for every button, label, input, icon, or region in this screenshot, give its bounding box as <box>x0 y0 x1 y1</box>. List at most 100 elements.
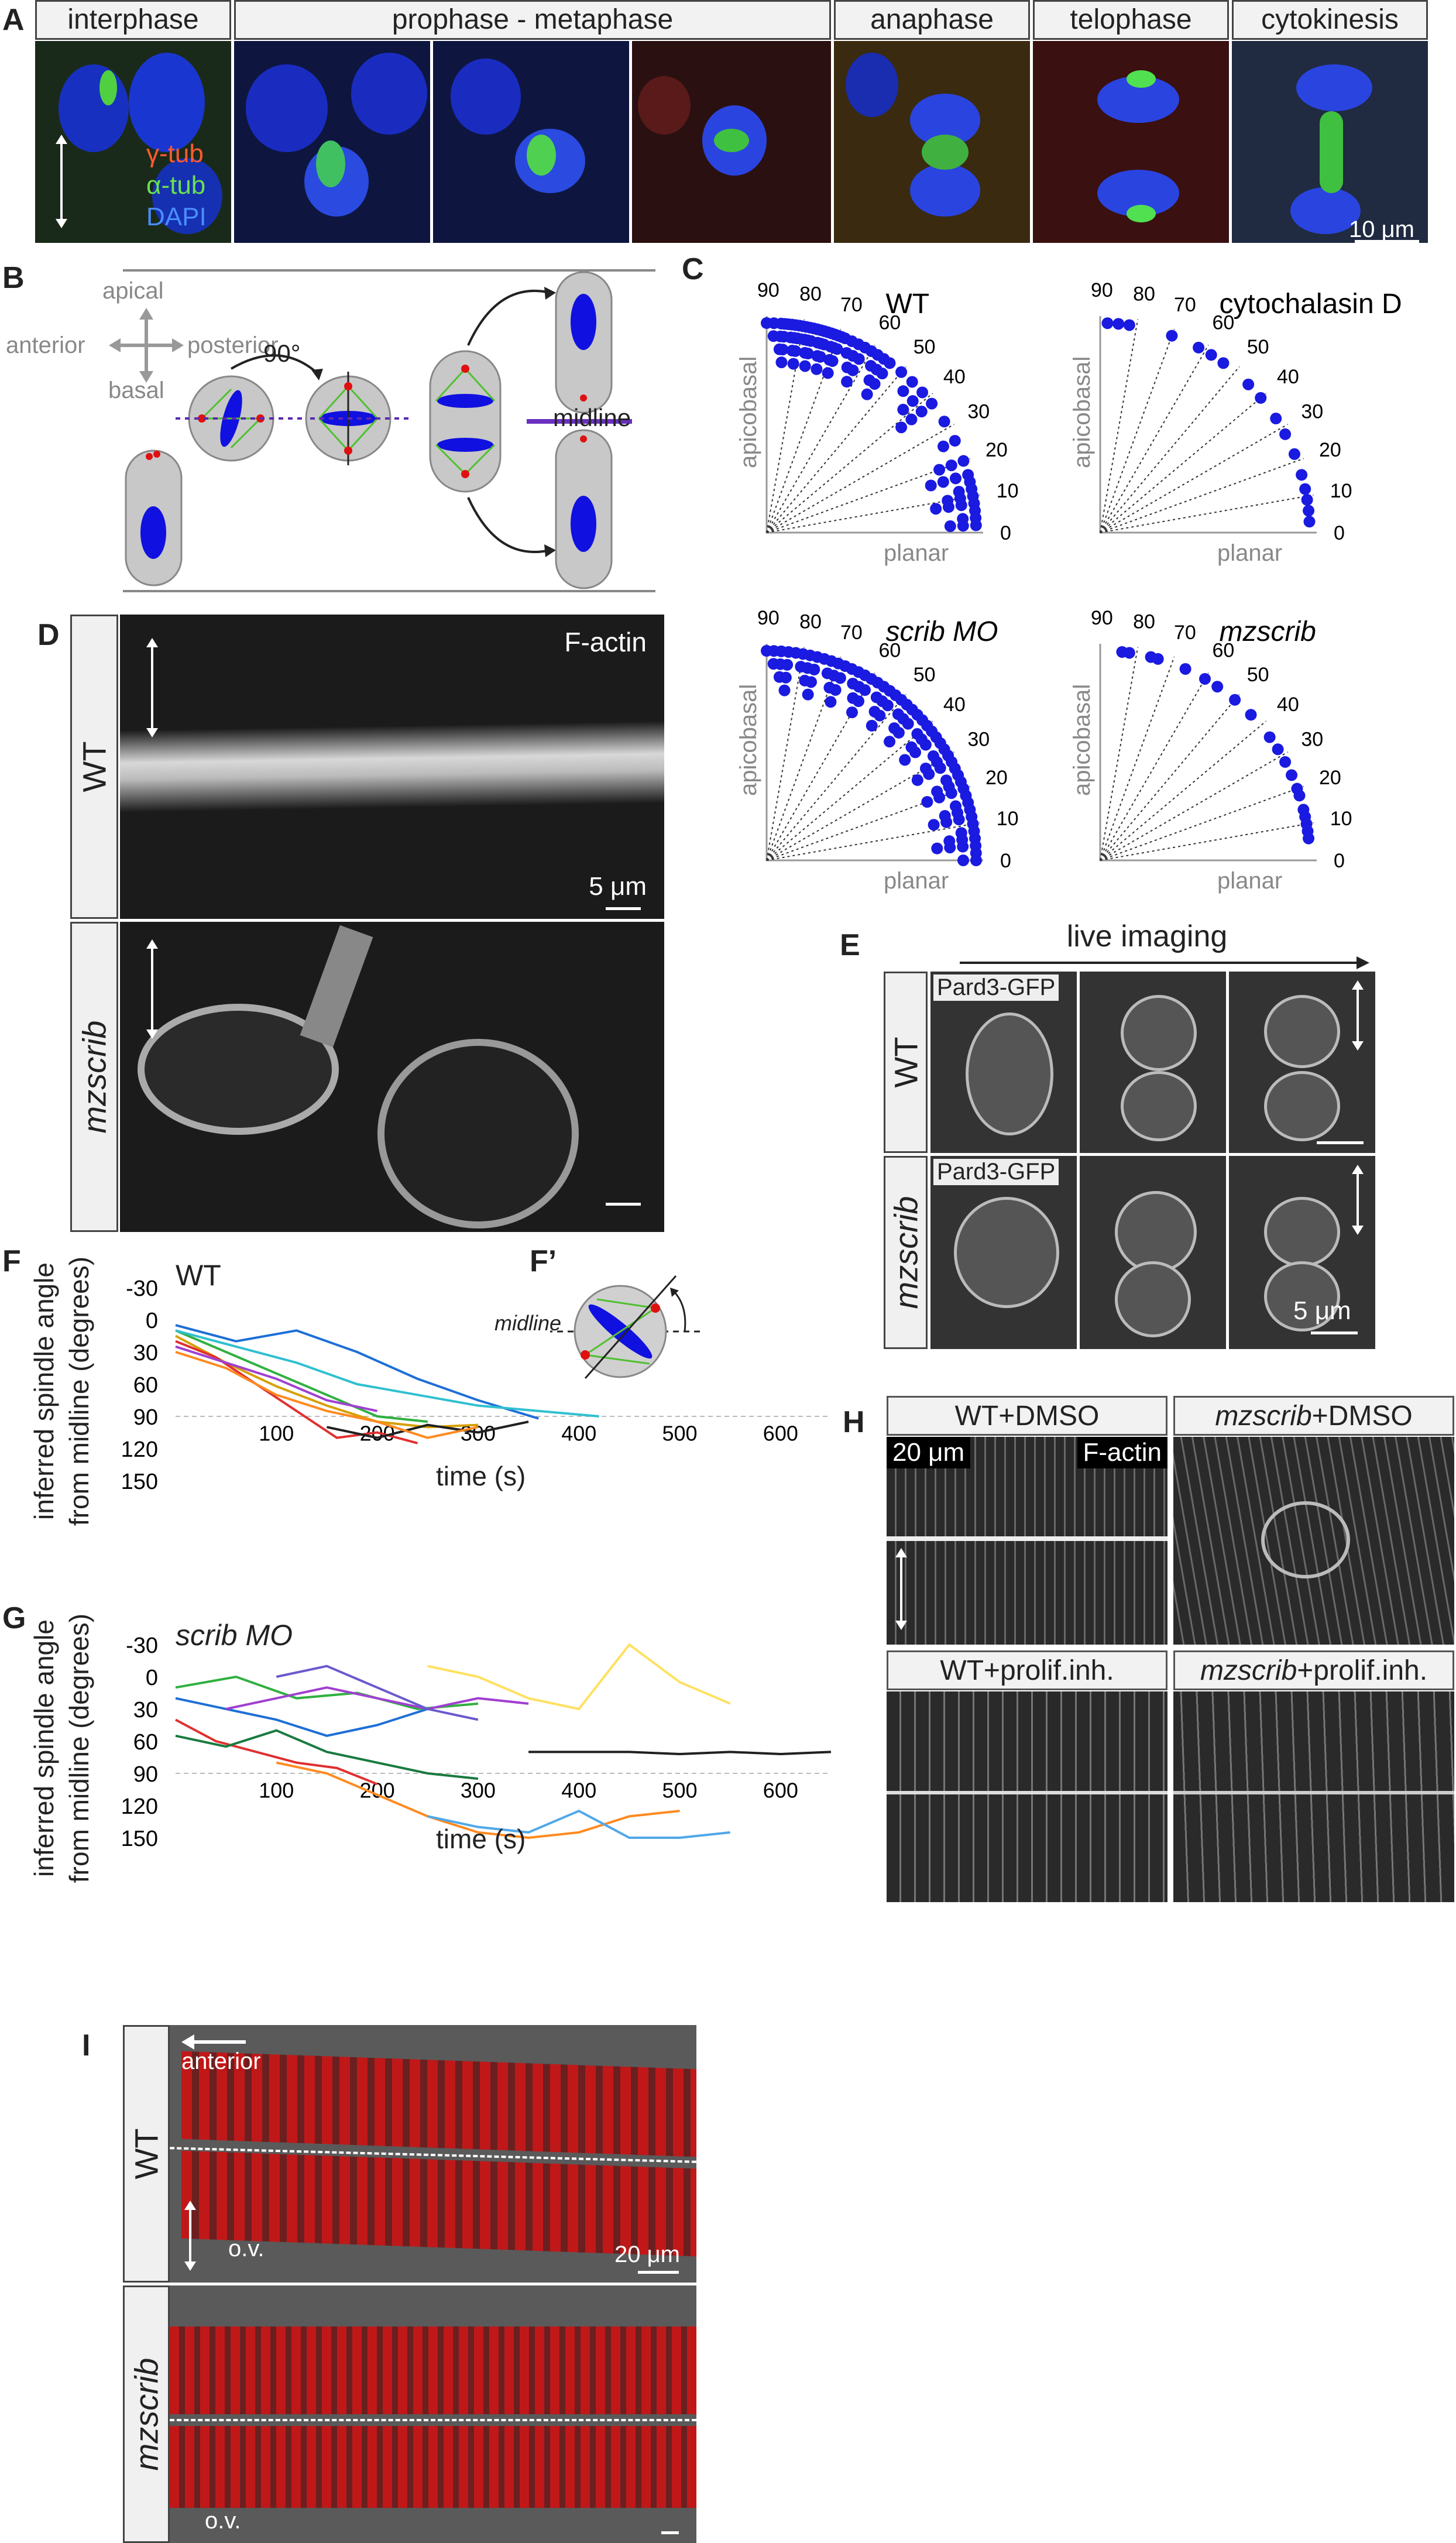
y-tick-label: 120 <box>121 1794 158 1819</box>
chart-title-g: scrib MO <box>176 1619 293 1652</box>
panel-label-a: A <box>2 3 25 37</box>
polar-ray <box>1100 785 1304 861</box>
polar-point <box>1112 318 1125 330</box>
row-label-e-mzscrib: mzscrib <box>884 1156 928 1349</box>
polar-ray <box>1100 345 1209 533</box>
polar-point <box>957 854 969 866</box>
y-tick-label: -30 <box>126 1633 158 1658</box>
polar-point <box>945 459 957 472</box>
polar-point <box>1263 731 1276 743</box>
x-tick-label: 600 <box>763 1422 798 1446</box>
polar-tick-label: 20 <box>985 439 1008 461</box>
micrograph-prophase-1 <box>234 41 430 243</box>
polar-point <box>1123 319 1135 331</box>
polar-tick-label: 50 <box>914 336 936 358</box>
polar-point <box>1286 769 1298 781</box>
series-line <box>427 1643 731 1711</box>
polar-ray <box>766 393 933 533</box>
polar-tick-label: 40 <box>943 366 966 388</box>
y-tick-label: 90 <box>133 1762 158 1787</box>
polar-point <box>937 440 949 452</box>
polar-point <box>834 672 846 684</box>
polar-ray <box>1100 751 1288 861</box>
polar-tick-label: 30 <box>967 729 990 751</box>
legend-alpha-tub: α-tub <box>146 171 206 200</box>
micrograph-telophase <box>1033 41 1229 243</box>
panel-label-f-prime: F’ <box>530 1244 557 1278</box>
polar-point <box>1242 378 1255 390</box>
micrograph-interphase: γ-tub α-tub DAPI <box>35 41 231 243</box>
polar-point <box>957 840 969 853</box>
scale-bar-d <box>606 907 641 910</box>
polar-point <box>933 791 946 804</box>
micrograph-e-mz-1: Pard3-GFP <box>930 1156 1077 1349</box>
polar-tick-label: 30 <box>967 401 990 423</box>
polar-point <box>944 842 956 854</box>
polar-chart-title: WT <box>886 289 930 320</box>
polar-point <box>957 520 969 532</box>
x-tick-label: 100 <box>259 1779 294 1803</box>
polar-tick-label: 80 <box>799 610 822 633</box>
polar-ray <box>766 345 875 533</box>
micrograph-cytokinesis: 10 μm <box>1232 41 1428 243</box>
anterior-label: anterior <box>181 2048 261 2074</box>
y-tick-label: 120 <box>121 1437 158 1462</box>
polar-tick-label: 40 <box>1277 366 1299 388</box>
polar-tick-label: 80 <box>799 283 822 305</box>
ov-label-wt: o.v. <box>228 2236 265 2261</box>
polar-chart-title: mzscrib <box>1220 616 1316 647</box>
polar-point <box>859 684 871 696</box>
polar-point <box>897 385 909 397</box>
polar-ray <box>1100 647 1139 861</box>
polar-point <box>802 348 814 360</box>
x-tick-label: 300 <box>461 1779 496 1803</box>
polar-point <box>933 464 946 476</box>
y-tick-label: 30 <box>133 1341 158 1365</box>
micrograph-e-wt-2 <box>1080 972 1226 1153</box>
polar-point <box>789 345 802 357</box>
series-line <box>528 1751 832 1756</box>
polar-point <box>895 421 908 434</box>
polar-ray <box>766 424 954 533</box>
polar-point <box>826 355 839 367</box>
axis-arrow-icon <box>146 939 158 1039</box>
polar-tick-label: 60 <box>879 312 901 334</box>
polar-point <box>1229 694 1241 706</box>
polar-point <box>1272 743 1284 756</box>
polar-ylabel: apicobasal <box>1069 684 1095 796</box>
polar-point <box>814 351 826 363</box>
x-tick-label: 100 <box>259 1422 294 1446</box>
series-line <box>276 1761 680 1840</box>
polar-tick-label: 10 <box>1330 480 1352 502</box>
scale-bar-e2 <box>1311 1331 1358 1334</box>
polar-point <box>934 762 946 774</box>
polar-point <box>1245 709 1257 721</box>
y-tick-label: 60 <box>133 1730 158 1755</box>
scale-label-h: 20 μm <box>887 1437 971 1468</box>
polar-point <box>841 376 853 388</box>
polar-point <box>1288 448 1300 460</box>
polar-point <box>916 386 929 399</box>
scale-bar-i2 <box>661 2531 679 2534</box>
chart-title-f: WT <box>176 1259 221 1292</box>
polar-xlabel: planar <box>884 868 949 894</box>
polar-point <box>802 688 814 701</box>
x-tick-label: 400 <box>561 1779 596 1803</box>
polar-ray <box>766 694 906 861</box>
marker-label-e-mz: Pard3-GFP <box>933 1159 1059 1185</box>
micrograph-h-mz-dmso <box>1173 1437 1454 1645</box>
polar-point <box>949 472 961 485</box>
polar-tick-label: 0 <box>1334 850 1345 872</box>
axis-arrow-icon <box>56 135 67 228</box>
polar-point <box>805 676 817 688</box>
micrograph-i-mzscrib: o.v. <box>170 2285 696 2543</box>
ylabel-g-1: inferred spindle angle <box>29 1619 59 1877</box>
polar-tick-label: 80 <box>1133 283 1155 305</box>
polar-point <box>919 739 932 751</box>
polar-point <box>906 376 918 388</box>
polar-point <box>926 397 938 410</box>
